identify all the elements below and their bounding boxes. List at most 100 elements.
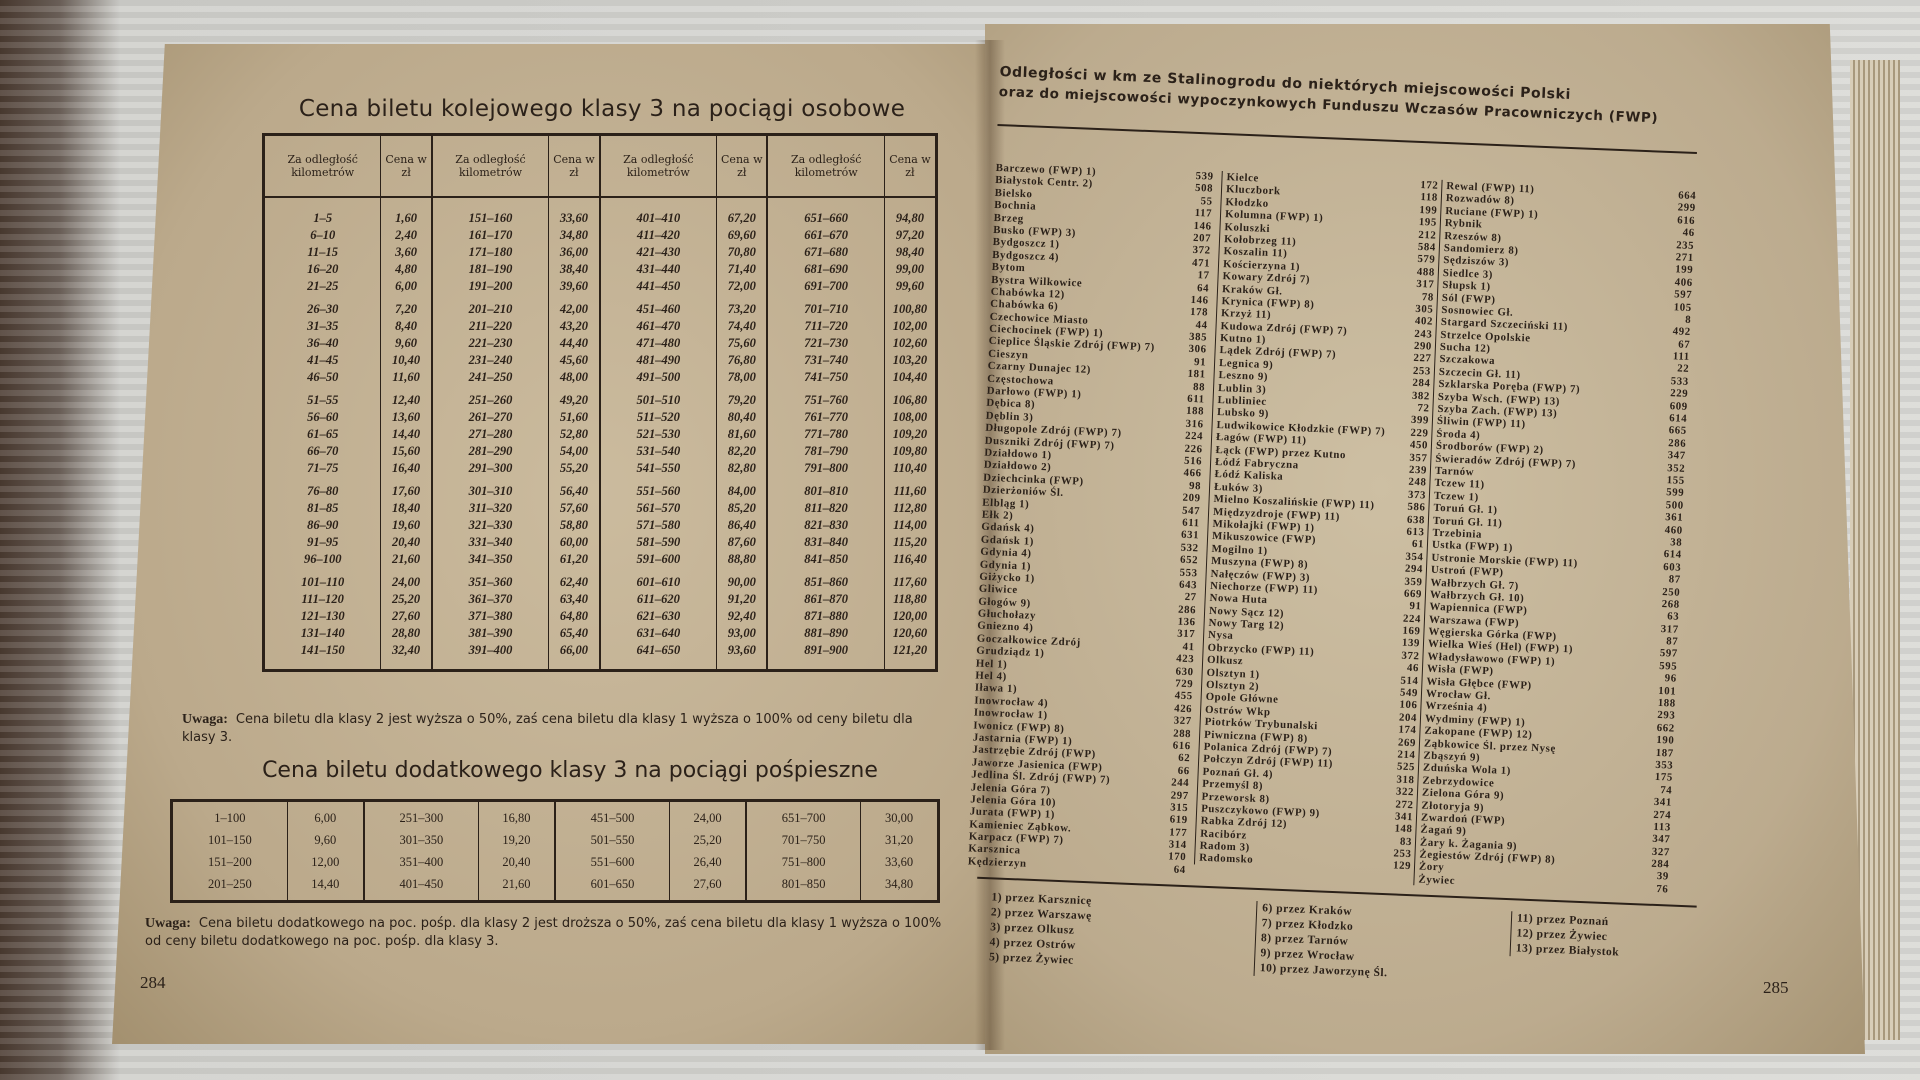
- distance-cell: 711–720: [766, 318, 885, 335]
- table-row: 201–250 14,40 401–450 21,60 601–650 27,60 801–…: [171, 873, 939, 902]
- table-row: 151–200 12,00 351–400 20,40 551–600 26,40 751–…: [171, 851, 939, 873]
- distance-cell: 1–100: [171, 800, 288, 829]
- distance-cell: 531–540: [598, 443, 717, 460]
- distance-cell: 81–85: [262, 500, 381, 517]
- price-cell: 71,40: [716, 261, 768, 278]
- price-cell: 19,20: [477, 829, 555, 851]
- price-cell: 9,60: [286, 829, 364, 851]
- distance-cell: 201–250: [171, 873, 288, 902]
- distance-cell: 71–75: [262, 460, 381, 477]
- price-cell: 25,20: [668, 829, 747, 851]
- distance-column: Rewal (FWP) 11) 664 Rozwadów 8) 299 Ruciane …: [1413, 179, 1701, 896]
- price-cell: 117,60: [883, 568, 937, 591]
- distance-cell: 651–700: [745, 800, 861, 829]
- price-cell: 54,00: [548, 443, 600, 460]
- distance-cell: 101–150: [171, 829, 288, 851]
- table-row: 101–110 24,00 351–360 62,40 601–610 90,00 851–…: [262, 568, 937, 591]
- distance-cell: 801–850: [745, 873, 861, 902]
- table-row: 111–120 25,20 361–370 63,40 611–620 91,20 861–…: [262, 591, 937, 608]
- distance-cell: 401–450: [362, 873, 479, 902]
- price-cell: 6,00: [286, 800, 364, 829]
- table-row: 131–140 28,80 381–390 65,40 631–640 93,00 881–…: [262, 625, 937, 642]
- price-cell: 99,00: [883, 261, 937, 278]
- distance-cell: 441–450: [598, 278, 717, 295]
- distance-km: 76: [1656, 882, 1669, 896]
- distance-cell: 301–310: [430, 477, 549, 500]
- price-cell: 92,40: [716, 608, 768, 625]
- price-cell: 84,00: [716, 477, 768, 500]
- header-price: Cena w zł: [548, 134, 600, 198]
- price-cell: 56,40: [548, 477, 600, 500]
- price-cell: 20,40: [380, 534, 432, 551]
- distance-cell: 421–430: [598, 244, 717, 261]
- distance-km: 64: [1173, 863, 1186, 876]
- distance-cell: 211–220: [430, 318, 549, 335]
- table-row: 61–65 14,40 271–280 52,80 521–530 81,60 771–78…: [262, 426, 937, 443]
- price-cell: 16,40: [380, 460, 432, 477]
- price-cell: 79,20: [716, 386, 768, 409]
- price-cell: 55,20: [548, 460, 600, 477]
- price-cell: 90,00: [716, 568, 768, 591]
- price-cell: 36,00: [548, 244, 600, 261]
- distance-cell: 6–10: [262, 227, 381, 244]
- distance-cell: 781–790: [766, 443, 885, 460]
- price-cell: 51,60: [548, 409, 600, 426]
- distance-cell: 151–200: [171, 851, 288, 873]
- note-text: Cena biletu dodatkowego na poc. pośp. dl…: [145, 916, 942, 949]
- distance-cell: 86–90: [262, 517, 381, 534]
- distance-cell: 311–320: [430, 500, 549, 517]
- price-cell: 115,20: [883, 534, 937, 551]
- footnote-item: 13) przez Białystok: [1515, 942, 1620, 959]
- price-cell: 118,80: [883, 591, 937, 608]
- price-cell: 103,20: [883, 352, 937, 369]
- price-cell: 24,00: [380, 568, 432, 591]
- price-cell: 39,60: [548, 278, 600, 295]
- distance-cell: 601–610: [598, 568, 717, 591]
- price-cell: 73,20: [716, 295, 768, 318]
- distance-cell: 61–65: [262, 426, 381, 443]
- distance-cell: 161–170: [430, 227, 549, 244]
- table-row: 81–85 18,40 311–320 57,60 561–570 85,20 811–82…: [262, 500, 937, 517]
- distance-cell: 391–400: [430, 642, 549, 671]
- price-cell: 67,20: [716, 197, 768, 227]
- distance-cell: 341–350: [430, 551, 549, 568]
- distance-cell: 411–420: [598, 227, 717, 244]
- distance-cell: 671–680: [766, 244, 885, 261]
- table-row: 66–70 15,60 281–290 54,00 531–540 82,20 781–79…: [262, 443, 937, 460]
- table-row: 101–150 9,60 301–350 19,20 501–550 25,20 701–7…: [171, 829, 939, 851]
- price-cell: 106,80: [883, 386, 937, 409]
- price-cell: 3,60: [380, 244, 432, 261]
- header-price: Cena w zł: [380, 134, 432, 198]
- distance-cell: 581–590: [598, 534, 717, 551]
- price-cell: 42,00: [548, 295, 600, 318]
- price-cell: 9,60: [380, 335, 432, 352]
- table-row: 86–90 19,60 321–330 58,80 571–580 86,40 821–83…: [262, 517, 937, 534]
- table-row: 31–35 8,40 211–220 43,20 461–470 74,40 711–720…: [262, 318, 937, 335]
- table-row: 1–100 6,00 251–300 16,80 451–500 24,00 651–700…: [171, 800, 939, 829]
- price-cell: 109,80: [883, 443, 937, 460]
- distance-cell: 401–410: [598, 197, 717, 227]
- distance-cell: 471–480: [598, 335, 717, 352]
- fare-table-express-supplement: 1–100 6,00 251–300 16,80 451–500 24,00 651–700…: [170, 799, 940, 903]
- distance-cell: 861–870: [766, 591, 885, 608]
- distance-cell: 681–690: [766, 261, 885, 278]
- price-cell: 65,40: [548, 625, 600, 642]
- distance-cell: 51–55: [262, 386, 381, 409]
- distance-cell: 811–820: [766, 500, 885, 517]
- price-cell: 109,20: [883, 426, 937, 443]
- price-cell: 27,60: [668, 873, 747, 902]
- price-cell: 121,20: [883, 642, 937, 671]
- distance-cell: 691–700: [766, 278, 885, 295]
- price-cell: 13,60: [380, 409, 432, 426]
- distance-cell: 76–80: [262, 477, 381, 500]
- price-cell: 62,40: [548, 568, 600, 591]
- distance-cell: 221–230: [430, 335, 549, 352]
- table-row: 16–20 4,80 181–190 38,40 431–440 71,40 681–690…: [262, 261, 937, 278]
- price-cell: 72,00: [716, 278, 768, 295]
- price-cell: 102,60: [883, 335, 937, 352]
- page-number-right: 285: [1763, 978, 1789, 997]
- price-cell: 78,00: [716, 369, 768, 386]
- price-cell: 45,60: [548, 352, 600, 369]
- price-cell: 86,40: [716, 517, 768, 534]
- price-cell: 60,00: [548, 534, 600, 551]
